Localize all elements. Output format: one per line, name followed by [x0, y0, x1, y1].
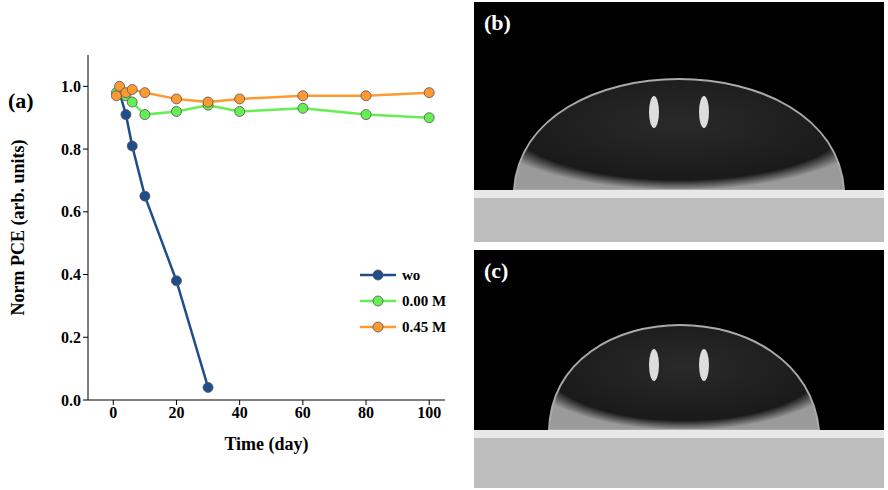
svg-text:0.4: 0.4: [61, 266, 81, 283]
html-text:(a): (a): [8, 88, 34, 113]
svg-text:40: 40: [232, 404, 248, 421]
html-text:0.45 M: 0.45 M: [402, 318, 447, 335]
svg-text:80: 80: [358, 404, 374, 421]
svg-text:60: 60: [295, 404, 311, 421]
svg-text:100: 100: [417, 404, 441, 421]
svg-text:1.0: 1.0: [61, 78, 81, 95]
svg-text:0.8: 0.8: [61, 141, 81, 158]
html-text:0.00 M: 0.00 M: [402, 292, 447, 309]
html-text:(b): (b): [484, 10, 511, 35]
html-text:wo: wo: [402, 266, 421, 283]
svg-text:20: 20: [168, 404, 184, 421]
svg-text:0: 0: [109, 404, 117, 421]
svg-text:Time (day): Time (day): [224, 434, 308, 455]
html-text:(c): (c): [484, 258, 509, 283]
svg-text:0.2: 0.2: [61, 329, 81, 346]
svg-text:0.0: 0.0: [61, 392, 81, 409]
svg-text:Norm PCE (arb. units): Norm PCE (arb. units): [8, 140, 29, 316]
svg-text:0.6: 0.6: [61, 203, 81, 220]
